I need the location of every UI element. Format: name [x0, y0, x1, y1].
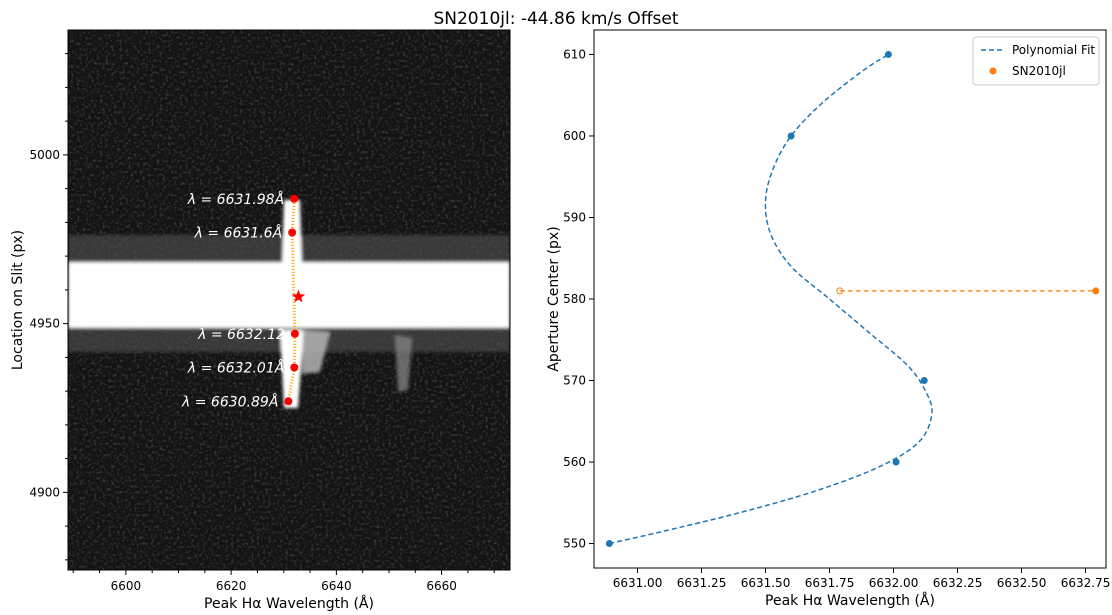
right-y-tick-label: 600 [563, 129, 586, 143]
left-point [290, 363, 299, 372]
right-y-tick-label: 610 [563, 47, 586, 61]
sn-point [1092, 287, 1100, 295]
left-y-tick-label: 4900 [29, 485, 60, 499]
right-y-tick-label: 570 [563, 374, 586, 388]
right-x-tick-label: 6632.75 [1061, 576, 1111, 590]
left-annotation-label: λ = 6631.6Å [194, 225, 282, 242]
left-x-ticks: 6600 6620 6640 6660 [72, 570, 495, 593]
right-x-tick-label: 6631.00 [613, 576, 663, 590]
right-x-tick-label: 6631.75 [805, 576, 855, 590]
right-y-tick-label: 590 [563, 210, 586, 224]
measured-point [884, 50, 892, 58]
left-annotation-label: λ = 6632.12 [197, 327, 285, 343]
right-x-tick-label: 6631.50 [741, 576, 791, 590]
legend-box [972, 36, 1100, 86]
left-y-tick-label: 4950 [29, 317, 60, 331]
left-annotation-label: λ = 6632.01Å [187, 360, 284, 377]
right-x-tick-label: 6632.25 [933, 576, 983, 590]
right-x-tick-label: 6631.25 [677, 576, 727, 590]
right-y-tick-label: 550 [563, 537, 586, 551]
measured-point [920, 377, 928, 385]
spectrum-image [68, 30, 510, 570]
right-panel: 6631.00 6631.25 6631.50 6631.75 6632.00 6632.… [546, 29, 1111, 609]
measured-point [892, 458, 900, 466]
left-axes-frame [67, 29, 511, 571]
left-panel: λ = 6631.98Å λ = 6631.6Å λ = 6632.79Å λ = 6… [10, 29, 511, 612]
left-annotation-label: λ = 6631.98Å [187, 191, 284, 208]
left-annotation-label: λ = 6630.89Å [181, 393, 278, 410]
left-y-tick-label: 5000 [29, 148, 60, 162]
left-y-ticks: 4900 4950 5000 [29, 53, 68, 561]
left-point [290, 194, 299, 203]
figure-title: SN2010jl: -44.86 km/s Offset [433, 9, 678, 29]
legend-sn-label: SN2010jl [1012, 64, 1066, 78]
right-y-ticks: 550 560 570 580 590 600 610 [563, 47, 594, 551]
right-x-label: Peak Hα Wavelength (Å) [765, 592, 935, 609]
right-y-label: Aperture Center (px) [546, 226, 562, 371]
left-x-label: Peak Hα Wavelength (Å) [204, 595, 374, 612]
right-y-tick-label: 580 [563, 292, 586, 306]
right-points [605, 50, 1100, 548]
left-annotation-label: λ = 6632.79Å [187, 289, 284, 306]
offset-start-marker [836, 287, 844, 295]
left-annotations: λ = 6631.98Å λ = 6631.6Å λ = 6632.79Å λ = 6… [181, 191, 285, 411]
left-point [288, 228, 297, 237]
left-y-label: Location on Slit (px) [10, 230, 26, 370]
measured-point [787, 132, 795, 140]
legend-sn-swatch [989, 67, 997, 75]
left-x-tick-label: 6660 [426, 579, 457, 593]
legend: Polynomial Fit SN2010jl [972, 36, 1100, 86]
left-point [290, 329, 299, 338]
left-fit-curve [286, 198, 297, 402]
left-x-tick-label: 6620 [216, 579, 247, 593]
legend-fit-label: Polynomial Fit [1012, 43, 1095, 57]
left-points [284, 194, 306, 406]
left-x-tick-label: 6640 [321, 579, 352, 593]
right-x-ticks: 6631.00 6631.25 6631.50 6631.75 6632.00 6632.… [613, 568, 1111, 590]
right-y-tick-label: 560 [563, 455, 586, 469]
measured-point [605, 540, 613, 548]
right-x-tick-label: 6632.00 [869, 576, 919, 590]
left-x-tick-label: 6600 [111, 579, 142, 593]
left-star-marker [291, 289, 306, 303]
polynomial-fit-line [609, 53, 933, 545]
left-point [284, 397, 293, 406]
right-x-tick-label: 6632.50 [997, 576, 1047, 590]
